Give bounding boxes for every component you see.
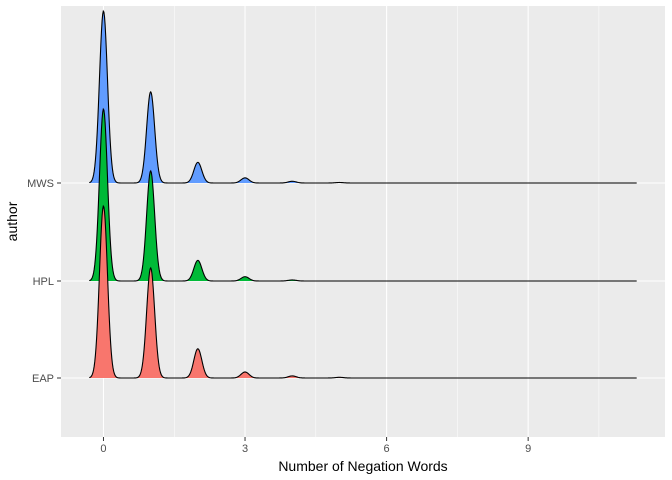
ridge-outline-hpl [89, 107, 637, 282]
ridge-fill-hpl [89, 109, 637, 282]
x-axis-title: Number of Negation Words [278, 458, 447, 474]
y-tick-label-hpl: HPL [33, 276, 54, 288]
ridge-eap [89, 204, 637, 379]
x-tick-label: 3 [242, 443, 248, 455]
ridge-outline-eap [89, 204, 637, 379]
y-tick-label-mws: MWS [27, 178, 54, 190]
y-tick-label-eap: EAP [32, 373, 54, 385]
x-tick-label: 6 [384, 443, 390, 455]
x-tick-label: 9 [525, 443, 531, 455]
ridge-fill-eap [89, 206, 637, 378]
x-axis-ticks: 0 3 6 9 [100, 437, 531, 455]
ridge-series [89, 9, 637, 379]
plot-panel [61, 6, 665, 437]
ridge-fill-mws [89, 11, 637, 184]
ridge-mws [89, 9, 637, 184]
y-axis-title: author [4, 201, 20, 241]
ridge-hpl [89, 107, 637, 282]
ridge-outline-mws [89, 9, 637, 184]
y-axis-ticks: EAP HPL MWS [27, 178, 61, 385]
x-tick-label: 0 [100, 443, 106, 455]
